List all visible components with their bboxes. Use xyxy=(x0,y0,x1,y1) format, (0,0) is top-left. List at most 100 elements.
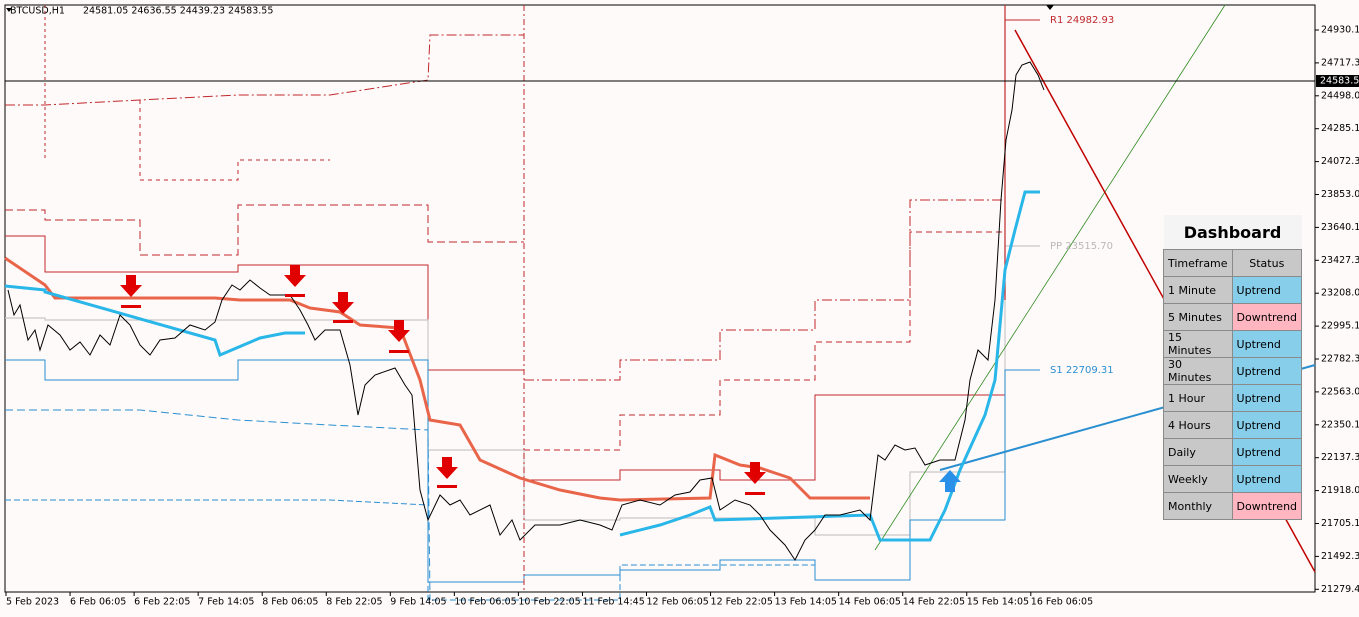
price-tick-label: 21279.45 xyxy=(1321,584,1359,595)
price-tick-label: 22563.00 xyxy=(1321,386,1359,397)
status-cell: Uptrend xyxy=(1231,438,1303,466)
sell-mark xyxy=(285,294,305,297)
ohlc-label: 24581.05 24636.55 24439.23 24583.55 xyxy=(83,6,273,17)
price-tick-label: 23853.00 xyxy=(1321,189,1359,200)
scroll-marker xyxy=(1046,5,1054,10)
status-cell: Uptrend xyxy=(1231,384,1303,412)
pivot-line xyxy=(524,199,1005,381)
timeframe-cell: Weekly xyxy=(1163,465,1233,493)
dashboard-title: Dashboard xyxy=(1163,215,1302,250)
header-arrow xyxy=(6,8,12,12)
supertrend-down xyxy=(4,256,870,502)
supertrend-up xyxy=(619,190,1040,542)
level-label: PP 23515.70 xyxy=(1050,241,1113,252)
time-tick-label: 14 Feb 06:05 xyxy=(839,597,901,608)
time-tick-label: 14 Feb 22:05 xyxy=(903,597,965,608)
dashboard-row: 15 Minutes Uptrend xyxy=(1163,330,1303,358)
sell-mark xyxy=(745,492,765,495)
price-tick-label: 24285.15 xyxy=(1321,123,1359,134)
current-price-label: 24583.55 xyxy=(1320,76,1359,87)
price-line xyxy=(7,61,1045,561)
timeframe-cell: 30 Minutes xyxy=(1163,357,1233,385)
dashboard-row: 30 Minutes Uptrend xyxy=(1163,357,1303,385)
pivot-line xyxy=(5,204,524,256)
time-tick-label: 13 Feb 14:05 xyxy=(775,597,837,608)
sell-arrow xyxy=(388,320,410,342)
sell-signals xyxy=(120,265,766,495)
buy-arrow xyxy=(939,470,961,492)
dashboard: Dashboard Timeframe Status 1 Minute Uptren… xyxy=(1163,215,1303,520)
dashboard-row: Daily Uptrend xyxy=(1163,438,1303,466)
supertrend-up xyxy=(4,284,305,358)
timeframe-cell: 1 Hour xyxy=(1163,384,1233,412)
status-cell: Uptrend xyxy=(1231,357,1303,385)
timeframe-cell: 15 Minutes xyxy=(1163,330,1233,358)
price-tick-label: 24717.30 xyxy=(1321,57,1359,68)
price-tick-label: 23208.00 xyxy=(1321,288,1359,299)
timeframe-cell: 5 Minutes xyxy=(1163,303,1233,331)
sell-arrow xyxy=(284,265,306,287)
dashboard-row: 5 Minutes Downtrend xyxy=(1163,303,1303,331)
pivot-line xyxy=(5,499,816,601)
timeframe-cell: Monthly xyxy=(1163,492,1233,520)
pivot-line xyxy=(524,394,1005,481)
time-tick-label: 7 Feb 14:05 xyxy=(198,597,254,608)
time-tick-label: 11 Feb 14:45 xyxy=(582,597,644,608)
dashboard-row: 4 Hours Uptrend xyxy=(1163,411,1303,439)
status-cell: Downtrend xyxy=(1231,303,1303,331)
dashboard-row: 1 Hour Uptrend xyxy=(1163,384,1303,412)
status-cell: Downtrend xyxy=(1231,492,1303,520)
time-tick-label: 15 Feb 14:05 xyxy=(967,597,1029,608)
price-tick-label: 21492.30 xyxy=(1321,551,1359,562)
time-tick-label: 8 Feb 06:05 xyxy=(262,597,318,608)
status-cell: Uptrend xyxy=(1231,411,1303,439)
column-header: Status xyxy=(1231,249,1303,277)
time-tick-label: 9 Feb 14:05 xyxy=(390,597,446,608)
price-tick-label: 21705.15 xyxy=(1321,518,1359,529)
dashboard-row: Monthly Downtrend xyxy=(1163,492,1303,520)
time-tick-label: 10 Feb 22:05 xyxy=(518,597,580,608)
sell-mark xyxy=(437,485,457,488)
time-tick-label: 6 Feb 22:05 xyxy=(134,597,190,608)
sell-arrow xyxy=(744,462,766,484)
time-tick-label: 10 Feb 06:05 xyxy=(454,597,516,608)
current-price-box xyxy=(1316,75,1359,87)
time-tick-label: 5 Feb 2023 xyxy=(6,597,59,608)
timeframe-cell: 1 Minute xyxy=(1163,276,1233,304)
price-tick-label: 23640.15 xyxy=(1321,222,1359,233)
status-cell: Uptrend xyxy=(1231,330,1303,358)
sell-mark xyxy=(333,320,353,323)
price-tick-label: 24498.00 xyxy=(1321,90,1359,101)
price-tick-label: 22782.30 xyxy=(1321,354,1359,365)
trend-line xyxy=(874,4,1226,551)
column-header: Timeframe xyxy=(1163,249,1233,277)
time-tick-label: 16 Feb 06:05 xyxy=(1031,597,1093,608)
price-tick-label: 22995.15 xyxy=(1321,321,1359,332)
pivot-line xyxy=(5,409,431,601)
price-tick-label: 22137.30 xyxy=(1321,452,1359,463)
timeframe-cell: 4 Hours xyxy=(1163,411,1233,439)
sell-arrow xyxy=(436,457,458,479)
pivot-line xyxy=(524,231,1005,451)
sell-arrow xyxy=(120,275,142,297)
dashboard-row: Weekly Uptrend xyxy=(1163,465,1303,493)
price-tick-label: 23427.30 xyxy=(1321,255,1359,266)
time-tick-label: 12 Feb 06:05 xyxy=(647,597,709,608)
pivot-line xyxy=(5,359,1040,583)
sell-mark xyxy=(389,350,409,353)
pivot-line xyxy=(5,245,1040,536)
status-cell: Uptrend xyxy=(1231,465,1303,493)
pivot-line xyxy=(139,100,330,181)
price-tick-label: 22350.15 xyxy=(1321,419,1359,430)
sell-mark xyxy=(121,305,141,308)
level-label: S1 22709.31 xyxy=(1050,365,1114,376)
dashboard-row: 1 Minute Uptrend xyxy=(1163,276,1303,304)
pivot-line xyxy=(5,34,524,106)
price-tick-label: 24930.15 xyxy=(1321,25,1359,36)
price-tick-label: 24072.30 xyxy=(1321,156,1359,167)
time-tick-label: 6 Feb 06:05 xyxy=(70,597,126,608)
time-tick-label: 8 Feb 22:05 xyxy=(326,597,382,608)
level-label: R1 24982.93 xyxy=(1050,15,1114,26)
